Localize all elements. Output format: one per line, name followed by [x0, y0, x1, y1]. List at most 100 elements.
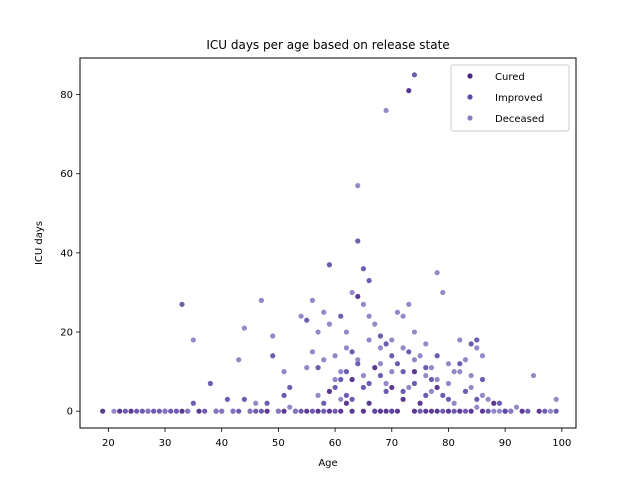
- data-point-deceased: [400, 313, 406, 319]
- data-point-deceased: [360, 301, 367, 307]
- data-point-improved: [343, 392, 350, 398]
- data-point-improved: [298, 408, 304, 414]
- data-point-deceased: [332, 376, 338, 383]
- data-point-deceased: [230, 408, 236, 414]
- data-point-deceased: [338, 369, 344, 375]
- data-point-improved: [400, 369, 406, 375]
- data-point-improved: [270, 353, 276, 359]
- data-point-deceased: [406, 384, 412, 391]
- data-point-deceased: [292, 408, 299, 414]
- data-point-improved: [411, 72, 418, 78]
- data-point-improved: [372, 408, 378, 414]
- data-point-improved: [389, 353, 395, 359]
- data-point-deceased: [423, 341, 429, 347]
- data-point-improved: [173, 408, 179, 414]
- data-point-cured: [100, 408, 106, 414]
- data-point-cured: [196, 408, 202, 414]
- x-tick-label: 90: [499, 438, 512, 449]
- data-point-improved: [355, 238, 361, 244]
- data-point-deceased: [389, 337, 395, 343]
- data-point-cured: [536, 408, 542, 414]
- data-point-improved: [389, 408, 395, 414]
- data-point-improved: [411, 380, 418, 387]
- data-point-improved: [479, 376, 486, 383]
- data-point-improved: [321, 400, 327, 406]
- data-point-improved: [236, 408, 242, 414]
- data-point-cured: [304, 408, 310, 414]
- data-point-deceased: [417, 353, 423, 359]
- data-point-deceased: [457, 369, 463, 375]
- data-point-deceased: [162, 408, 168, 414]
- data-point-cured: [468, 408, 474, 414]
- data-point-improved: [258, 408, 264, 414]
- data-point-cured: [349, 408, 355, 414]
- data-point-deceased: [366, 313, 372, 319]
- data-point-improved: [241, 396, 247, 402]
- data-point-deceased: [298, 313, 304, 319]
- data-point-deceased: [343, 345, 350, 351]
- data-point-cured: [343, 400, 350, 406]
- data-point-cured: [338, 408, 344, 414]
- data-point-deceased: [496, 408, 503, 414]
- data-point-improved: [383, 341, 389, 347]
- data-point-deceased: [474, 345, 480, 351]
- data-point-deceased: [383, 380, 389, 387]
- data-point-improved: [122, 408, 128, 414]
- data-point-deceased: [457, 337, 463, 343]
- data-point-cured: [434, 384, 440, 391]
- data-point-deceased: [355, 357, 361, 363]
- y-tick-label: 20: [60, 328, 73, 339]
- data-point-deceased: [332, 353, 338, 359]
- x-tick-label: 50: [272, 438, 285, 449]
- x-axis-label: Age: [318, 458, 337, 469]
- data-point-cured: [360, 408, 367, 414]
- data-point-cured: [445, 408, 452, 414]
- legend-marker-cured: [467, 73, 473, 79]
- data-point-improved: [202, 408, 208, 414]
- x-tick-label: 30: [159, 438, 172, 449]
- data-point-improved: [451, 408, 457, 414]
- data-point-improved: [309, 408, 316, 414]
- data-point-deceased: [547, 408, 554, 414]
- data-point-deceased: [491, 408, 497, 414]
- data-point-improved: [343, 369, 350, 375]
- data-point-improved: [457, 361, 463, 367]
- data-point-deceased: [349, 289, 355, 296]
- data-point-deceased: [553, 396, 559, 402]
- data-point-improved: [151, 408, 157, 414]
- data-point-improved: [542, 408, 548, 414]
- data-point-deceased: [485, 396, 491, 402]
- data-point-improved: [168, 408, 174, 414]
- data-point-cured: [326, 388, 333, 394]
- data-point-cured: [179, 408, 185, 414]
- data-point-cured: [389, 384, 395, 391]
- data-point-deceased: [111, 408, 117, 414]
- data-point-deceased: [185, 408, 191, 414]
- data-point-deceased: [411, 357, 418, 363]
- data-point-deceased: [258, 297, 264, 303]
- data-point-deceased: [213, 408, 219, 414]
- x-tick-label: 60: [329, 438, 342, 449]
- data-point-deceased: [281, 369, 287, 375]
- data-point-deceased: [462, 357, 469, 363]
- data-point-deceased: [406, 301, 412, 307]
- data-point-improved: [406, 349, 412, 355]
- data-point-deceased: [315, 392, 321, 398]
- y-axis-label: ICU days: [34, 221, 45, 265]
- data-point-cured: [128, 408, 134, 414]
- data-point-deceased: [275, 408, 281, 414]
- data-point-deceased: [468, 372, 474, 379]
- data-point-deceased: [343, 329, 350, 335]
- data-point-deceased: [304, 365, 310, 371]
- data-point-cured: [383, 408, 389, 414]
- data-point-improved: [224, 396, 230, 402]
- data-point-improved: [264, 400, 270, 406]
- data-point-deceased: [145, 408, 151, 414]
- x-tick-label: 100: [552, 438, 571, 449]
- data-point-deceased: [321, 309, 327, 315]
- data-point-cured: [326, 408, 333, 414]
- x-tick-label: 40: [215, 438, 228, 449]
- plot-frame: [79, 57, 577, 429]
- data-point-improved: [440, 408, 446, 414]
- data-point-improved: [304, 317, 310, 323]
